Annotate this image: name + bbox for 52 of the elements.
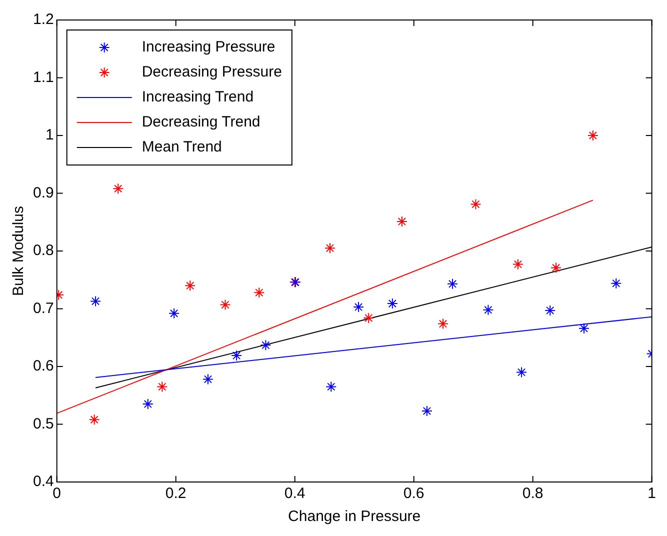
point bbox=[386, 298, 398, 310]
y-tick-label: 0.4 bbox=[32, 473, 54, 490]
point bbox=[156, 381, 168, 392]
point bbox=[202, 374, 214, 385]
point bbox=[437, 318, 448, 330]
y-tick-label: 0.7 bbox=[32, 300, 54, 317]
point bbox=[363, 312, 374, 324]
point bbox=[260, 340, 272, 351]
point bbox=[512, 258, 524, 270]
x-axis-title: Change in Pressure bbox=[288, 508, 421, 526]
point bbox=[550, 262, 562, 274]
point bbox=[578, 322, 590, 334]
point bbox=[610, 278, 622, 289]
point bbox=[447, 278, 458, 290]
point bbox=[90, 296, 102, 307]
point bbox=[231, 350, 242, 362]
point bbox=[254, 287, 265, 298]
point bbox=[168, 308, 180, 319]
legend-label: Decreasing Pressure bbox=[142, 64, 282, 81]
point bbox=[544, 304, 556, 316]
legend-label: Increasing Trend bbox=[142, 88, 254, 106]
y-tick-label: 0.9 bbox=[32, 184, 54, 202]
legend-label: Increasing Pressure bbox=[142, 38, 276, 56]
y-axis-title: Bulk Modulus bbox=[10, 206, 28, 296]
x-tick-label: 0.8 bbox=[522, 485, 544, 502]
point bbox=[112, 183, 124, 194]
y-tick-label: 1 bbox=[46, 126, 54, 144]
x-tick-label: 0.2 bbox=[165, 485, 186, 502]
point bbox=[184, 280, 196, 292]
y-tick-label: 1.2 bbox=[32, 11, 54, 28]
x-tick-label: 1 bbox=[648, 485, 656, 502]
point bbox=[396, 216, 408, 228]
point bbox=[516, 366, 528, 378]
legend-label: Mean Trend bbox=[142, 138, 222, 156]
point bbox=[220, 299, 231, 310]
point bbox=[142, 398, 154, 410]
point bbox=[587, 130, 598, 141]
legend-label: Decreasing Trend bbox=[142, 114, 260, 131]
x-tick-label: 0.4 bbox=[284, 485, 306, 502]
y-tick-label: 1.1 bbox=[32, 68, 54, 86]
point bbox=[88, 414, 100, 426]
point bbox=[421, 405, 432, 416]
point bbox=[470, 198, 482, 210]
point bbox=[326, 381, 337, 392]
point bbox=[324, 242, 336, 254]
y-tick-label: 0.6 bbox=[32, 358, 54, 375]
y-tick-label: 0.8 bbox=[32, 242, 54, 260]
point bbox=[482, 304, 494, 316]
point bbox=[353, 302, 364, 313]
y-tick-label: 0.5 bbox=[32, 415, 54, 432]
x-tick-label: 0 bbox=[52, 485, 62, 502]
x-tick-label: 0.6 bbox=[403, 485, 424, 502]
